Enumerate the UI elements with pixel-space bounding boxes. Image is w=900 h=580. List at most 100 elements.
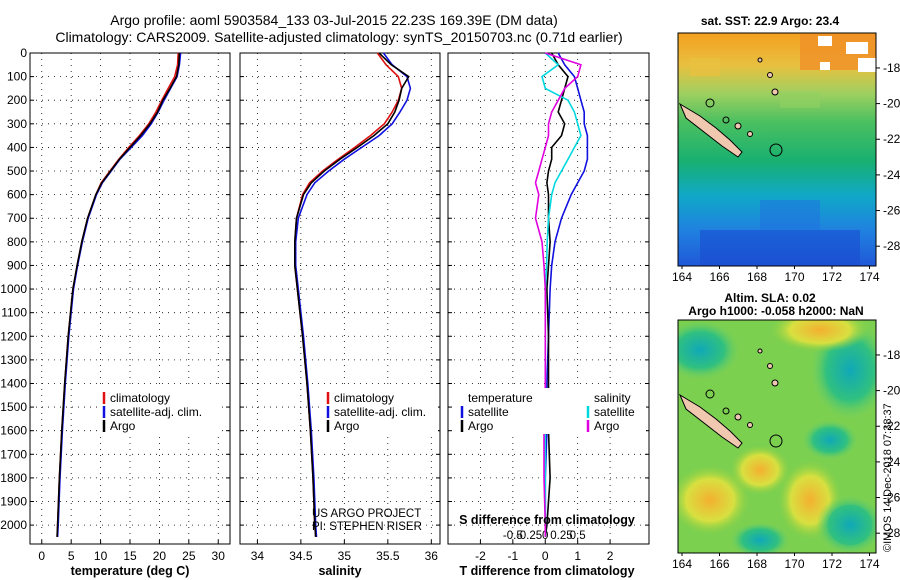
diff-legend-s-argo: Argo (594, 419, 620, 433)
lon-tick-label: 170 (784, 557, 804, 571)
lat-tick-label: -24 (883, 168, 900, 182)
lon-tick-label: 174 (859, 270, 879, 284)
diff-legend-t-argo: Argo (468, 419, 494, 433)
x-tick-label: 34 (251, 549, 265, 563)
diff-legend-s-satellite: satellite (594, 405, 635, 419)
sst-map-coastline (678, 57, 783, 158)
salinity-plot-frame (239, 52, 441, 545)
diff-legend-salinity-title: salinity (594, 391, 631, 405)
depth-tick-label: 700 (7, 211, 27, 225)
x-tick-label: -2 (475, 549, 486, 563)
s-tick-label: 0.25 (550, 530, 572, 542)
x-tick-label: 34.5 (289, 549, 313, 563)
legend-label-argo: Argo (110, 419, 136, 433)
x-tick-label: 0 (38, 549, 45, 563)
temperature-plot-frame (29, 52, 231, 545)
difference-legend: temperature satellite Argo salinity sate… (452, 388, 646, 434)
depth-tick-label: 1300 (0, 353, 27, 367)
depth-tick-label: 1400 (0, 376, 27, 390)
lat-tick-label: -18 (883, 61, 900, 75)
depth-tick-label: 500 (7, 164, 27, 178)
depth-tick-label: 300 (7, 117, 27, 131)
depth-tick-label: 1900 (0, 495, 27, 509)
diff-legend-temperature-title: temperature (468, 391, 533, 405)
depth-tick-label: 1200 (0, 329, 27, 343)
lat-tick-label: -28 (883, 526, 900, 540)
x-tick-label: 0 (542, 549, 549, 563)
x-tick-label: 35 (338, 549, 352, 563)
depth-tick-label: 2000 (0, 518, 27, 532)
timestamp: ©IMOS 14-Dec-2018 07:38:37 (882, 403, 894, 552)
series-line-argo (293, 52, 410, 537)
figure-subtitle: Climatology: CARS2009. Satellite-adjuste… (55, 29, 622, 45)
salinity-axis-label: salinity (318, 564, 361, 578)
figure-title: Argo profile: aoml 5903584_133 03-Jul-20… (110, 12, 558, 28)
credit-project: US ARGO PROJECT (312, 508, 421, 520)
depth-tick-label: 1100 (1, 306, 27, 320)
depth-tick-label: 800 (7, 235, 27, 249)
sla-map-title: Altim. SLA: 0.02 (724, 291, 816, 305)
x-tick-label: -1 (508, 549, 519, 563)
depth-tick-label: 600 (7, 188, 27, 202)
lon-tick-label: 168 (747, 557, 767, 571)
depth-tick-label: 1700 (0, 447, 27, 461)
depth-tick-label: 1800 (0, 471, 27, 485)
lat-tick-label: -18 (883, 348, 900, 362)
legend-label-climatology: climatology (334, 391, 394, 405)
temperature-axis-label: temperature (deg C) (71, 564, 190, 578)
sla-map-frame (677, 319, 877, 554)
lon-tick-label: 166 (709, 557, 729, 571)
depth-tick-label: 1600 (0, 424, 27, 438)
series-line-satellite-adj-clim- (294, 52, 412, 537)
depth-tick-label: 1500 (0, 400, 27, 414)
x-tick-label: 36 (425, 549, 439, 563)
lat-tick-label: -26 (883, 204, 900, 218)
lat-tick-label: -22 (883, 132, 900, 146)
legend-label-satellite: satellite-adj. clim. (334, 405, 426, 419)
depth-axis: 0 100 200 300 400 500 600 700 800 900 1000 1100 1200… (0, 46, 27, 532)
sla-map-coastline (678, 348, 783, 449)
depth-tick-label: 900 (7, 258, 27, 272)
legend-label-climatology: climatology (110, 391, 170, 405)
sst-map-frame (677, 32, 877, 267)
lat-tick-label: -22 (883, 419, 900, 433)
lon-tick-label: 172 (822, 270, 842, 284)
credit-pi: PI: STEPHEN RISER (312, 521, 422, 533)
lon-tick-label: 168 (747, 270, 767, 284)
x-tick-label: 25 (182, 549, 196, 563)
sla-map-subtitle: Argo h1000: -0.058 h2000: NaN (688, 304, 863, 318)
temperature-legend: climatology satellite-adj. clim. Argo (98, 388, 222, 434)
depth-tick-label: 1000 (0, 282, 27, 296)
lon-tick-label: 174 (859, 557, 879, 571)
x-tick-label: 30 (212, 549, 226, 563)
lat-tick-label: -20 (883, 97, 900, 111)
diff-legend-t-satellite: satellite (468, 405, 509, 419)
float-position-marker (769, 143, 783, 157)
x-tick-label: 20 (153, 549, 167, 563)
s-tick-label: -0.5 (503, 530, 523, 542)
lon-tick-label: 170 (784, 270, 804, 284)
series-line-argo (56, 52, 181, 537)
s-difference-axis-label: S difference from climatology (459, 513, 635, 527)
x-tick-label: 35.5 (376, 549, 400, 563)
depth-tick-label: 0 (20, 46, 27, 60)
x-tick-label: 1 (574, 549, 581, 563)
lon-tick-label: 172 (822, 557, 842, 571)
t-difference-axis-label: T difference from climatology (459, 564, 634, 578)
lon-tick-label: 164 (672, 557, 692, 571)
x-tick-label: 15 (123, 549, 137, 563)
map-axes: -18 -20 -22 -24 -26 -28 164 166 168 170 172 174 -18 -… (672, 61, 900, 571)
depth-tick-label: 400 (7, 140, 27, 154)
sst-map (678, 33, 876, 266)
lat-tick-label: -28 (883, 239, 900, 253)
depth-tick-label: 100 (7, 70, 27, 84)
salinity-legend: climatology satellite-adj. clim. Argo (322, 388, 438, 434)
x-tick-label: 5 (68, 549, 75, 563)
lat-tick-label: -26 (883, 491, 900, 505)
s-tick-label: 0.5 (570, 530, 586, 542)
x-tick-label: 2 (607, 549, 614, 563)
depth-tick-label: 200 (7, 93, 27, 107)
legend-label-satellite: satellite-adj. clim. (110, 405, 202, 419)
lon-tick-label: 166 (709, 270, 729, 284)
